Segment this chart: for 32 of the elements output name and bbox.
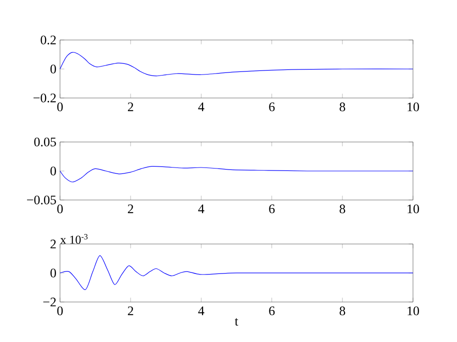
x-tick-label: 8: [340, 204, 346, 214]
y-tick-label: −0.05: [27, 196, 56, 204]
y-tick-label: 0.05: [34, 138, 56, 146]
x-tick-label: 4: [198, 204, 204, 214]
x-tick-label: 2: [128, 102, 134, 112]
text: x 10$^{-3}$: [60, 234, 88, 244]
x-tick-label: 0: [57, 306, 63, 316]
x-tick-label: 0: [57, 204, 63, 214]
x-tick-label: 0: [57, 102, 63, 112]
x-tick-label: 6: [269, 204, 275, 214]
x-tick-label: 10: [408, 204, 420, 214]
y-tick-label: −2: [43, 298, 56, 306]
x-tick-label: 8: [340, 102, 346, 112]
x-tick-label: 6: [269, 306, 275, 316]
line-series: [60, 255, 414, 290]
x-tick-label: 2: [128, 306, 134, 316]
y-tick-label: 0: [50, 64, 56, 74]
x-tick-label: 4: [198, 306, 204, 316]
y-tick-label: 2: [50, 240, 56, 248]
y-tick-label: 0: [50, 268, 56, 278]
x-tick-label: 6: [269, 102, 275, 112]
y-tick-label: −0.2: [34, 94, 56, 102]
x-axis-title: t: [234, 318, 238, 326]
x-tick-label: 8: [340, 306, 346, 316]
line-series: [60, 52, 414, 76]
y-tick-label: 0.2: [40, 36, 56, 44]
x-tick-label: 2: [128, 204, 134, 214]
x-tick-label: 10: [408, 102, 420, 112]
x-tick-label: 4: [198, 102, 204, 112]
y-tick-label: 0: [50, 166, 56, 176]
x-tick-label: 10: [408, 306, 420, 316]
line-series: [60, 166, 414, 182]
